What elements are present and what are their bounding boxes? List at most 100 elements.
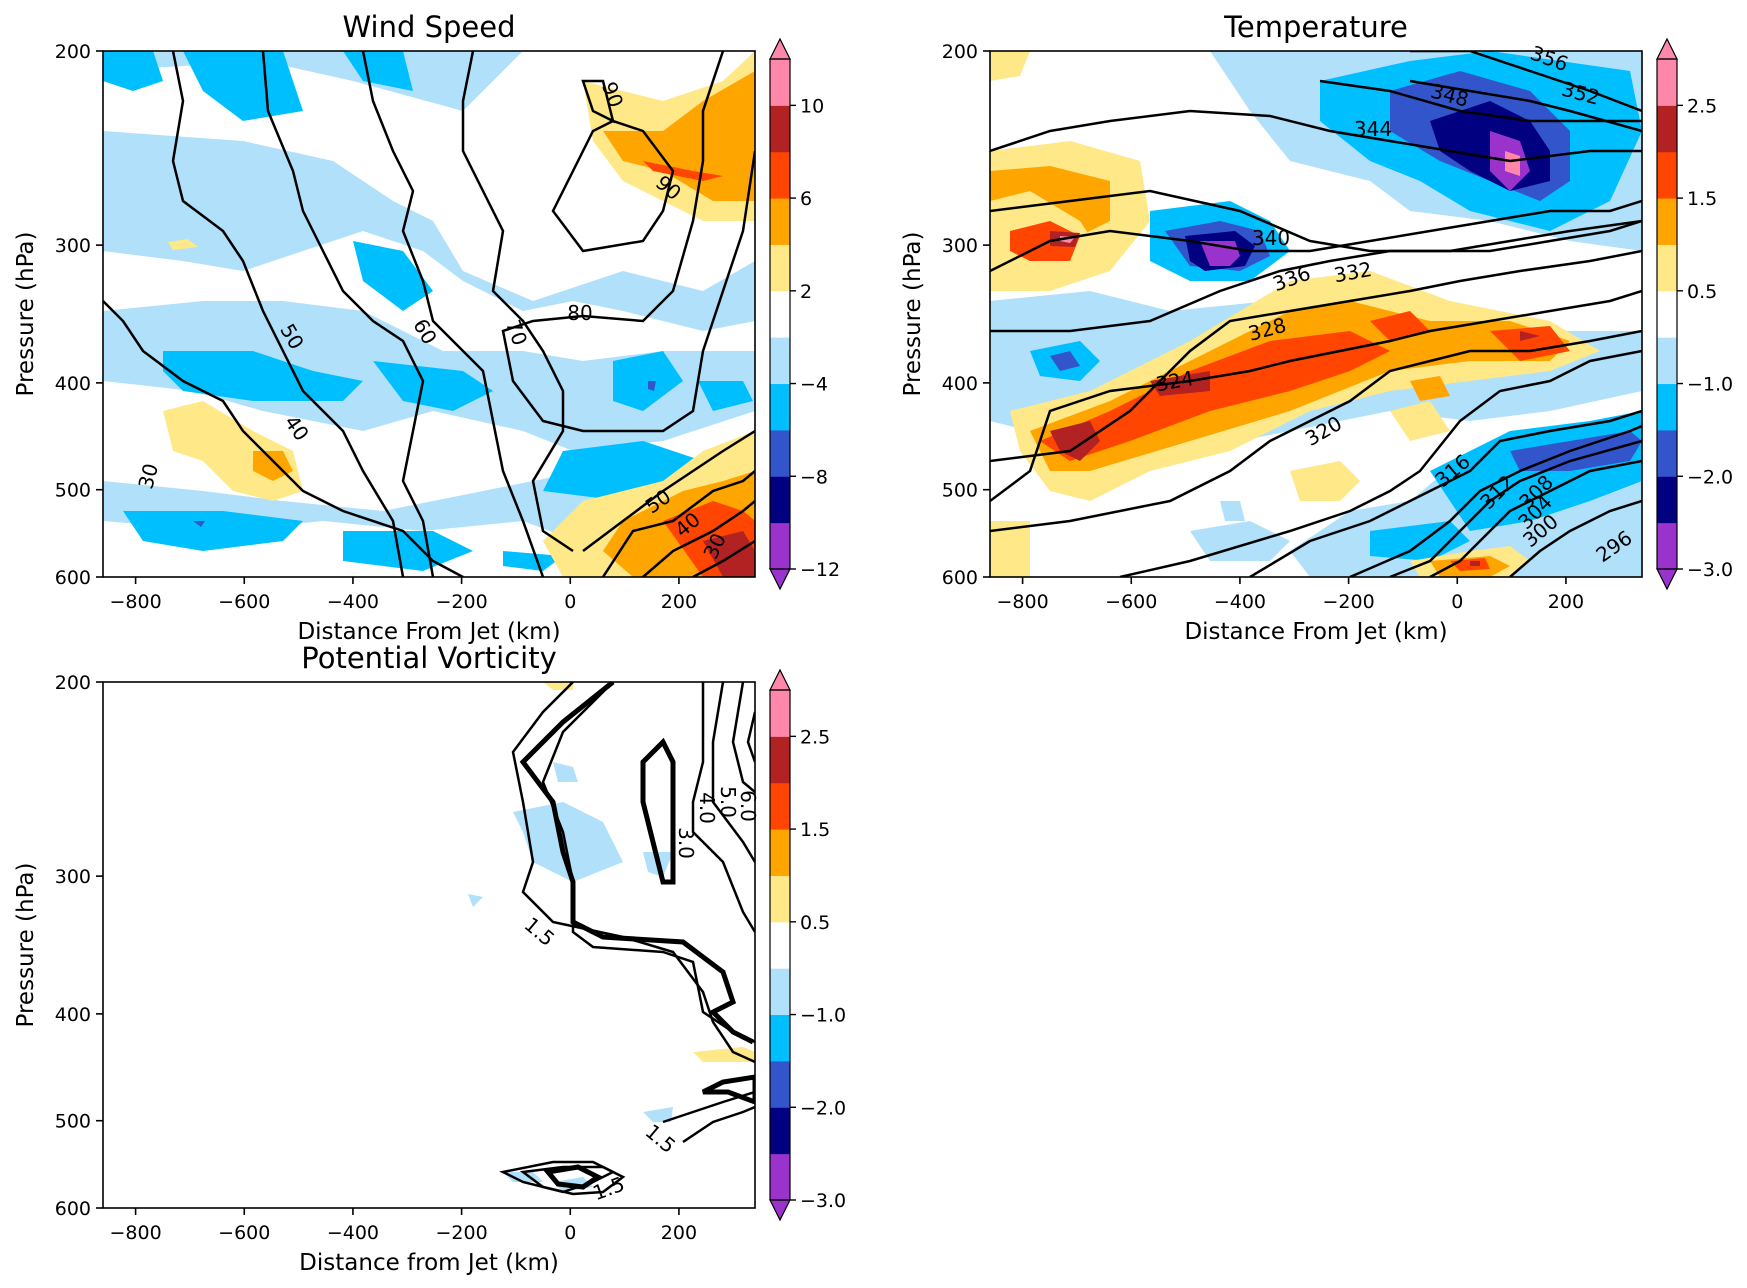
colorbar-frame [769, 58, 791, 570]
wind-speed-x-axis: −800 −600 −400 −200 0 200 [110, 577, 697, 613]
colorbar-tick-label: 0.5 [800, 912, 830, 934]
potential-vorticity-colorbar: −3.0 −2.0 −1.0 0.5 1.5 2.5 [769, 668, 846, 1222]
colorbar-swatch [1657, 476, 1677, 524]
temperature-panel: Temperature [900, 10, 1733, 645]
colorbar-swatch [770, 1153, 790, 1201]
colorbar-tick-label: 2 [800, 281, 812, 303]
colorbar-swatch [770, 476, 790, 524]
colorbar-swatch [770, 383, 790, 431]
y-tick-label: 300 [55, 235, 91, 257]
pv-contour-label-3-0: 3.0 [674, 827, 698, 859]
colorbar-swatch [1657, 383, 1677, 431]
colorbar-tick-label: −2.0 [800, 1097, 846, 1119]
x-tick-label: −200 [1323, 591, 1375, 613]
x-tick-label: −600 [218, 591, 270, 613]
temperature-xlabel: Distance From Jet (km) [1184, 619, 1447, 645]
y-tick-label: 500 [55, 1111, 91, 1133]
potential-vorticity-ylabel: Pressure (hPa) [13, 863, 39, 1028]
colorbar-tick-label: −1.0 [1687, 374, 1733, 396]
colorbar-swatch [770, 337, 790, 385]
colorbar-swatch [770, 522, 790, 570]
wind-speed-colorbar: −12 −8 −4 2 6 10 [769, 37, 840, 591]
colorbar-swatch [1657, 59, 1677, 106]
colorbar-over-triangle [769, 668, 791, 691]
y-tick-label: 400 [942, 373, 978, 395]
wind-speed-title: Wind Speed [342, 10, 515, 44]
y-tick-label: 300 [55, 866, 91, 888]
wind-speed-ylabel: Pressure (hPa) [13, 232, 39, 397]
wind-speed-panel: Wind Speed [13, 10, 840, 645]
pv-contour-label-5-0: 5.0 [716, 786, 740, 818]
colorbar-under-triangle [769, 568, 791, 591]
pv-contour-label-4-0: 4.0 [695, 792, 719, 824]
colorbar-swatch [770, 1014, 790, 1062]
temperature-ylabel: Pressure (hPa) [900, 232, 926, 397]
y-tick-label: 200 [55, 672, 91, 694]
colorbar-swatch [1657, 337, 1677, 385]
colorbar-frame [769, 689, 791, 1201]
y-tick-label: 200 [942, 41, 978, 63]
colorbar-tick-label: 2.5 [1687, 95, 1717, 117]
x-tick-label: −600 [1105, 591, 1157, 613]
colorbar-swatch [1657, 198, 1677, 245]
y-tick-label: 400 [55, 1004, 91, 1026]
y-tick-label: 200 [55, 41, 91, 63]
colorbar-tick-label: −4 [800, 374, 828, 396]
potential-vorticity-y-axis: 200 300 400 500 600 [55, 672, 103, 1220]
y-tick-label: 400 [55, 373, 91, 395]
colorbar-tick-label: 1.5 [800, 819, 830, 841]
y-tick-label: 500 [55, 480, 91, 502]
colorbar-tick-label: 0.5 [1687, 281, 1717, 303]
potential-vorticity-xlabel: Distance from Jet (km) [299, 1250, 559, 1276]
colorbar-swatch [770, 429, 790, 477]
colorbar-swatch [770, 968, 790, 1016]
x-tick-label: −400 [1214, 591, 1266, 613]
colorbar-swatch [770, 875, 790, 923]
colorbar-frame [1656, 58, 1678, 570]
potential-vorticity-plot-frame [102, 681, 756, 1209]
colorbar-swatch [770, 59, 790, 106]
x-tick-label: −600 [218, 1222, 270, 1244]
wind-speed-xlabel: Distance From Jet (km) [297, 619, 560, 645]
x-tick-label: −400 [327, 591, 379, 613]
potential-vorticity-panel: Potential Vorticity [13, 641, 846, 1276]
colorbar-swatch [770, 198, 790, 245]
colorbar-swatch [770, 782, 790, 830]
pv-contour-label-6-0: 6.0 [736, 790, 760, 822]
x-tick-label: 200 [661, 1222, 697, 1244]
colorbar-tick-label: −1.0 [800, 1005, 846, 1027]
wind-speed-contours [103, 51, 755, 577]
temperature-plot-frame [989, 50, 1643, 578]
y-tick-label: 600 [942, 567, 978, 589]
colorbar-swatch [770, 290, 790, 338]
colorbar-tick-label: −12 [800, 559, 840, 581]
colorbar-swatch [1657, 429, 1677, 477]
potential-vorticity-contour-labels: 1.5 1.5 1.5 3.0 4.0 5.0 6.0 [520, 786, 760, 1205]
y-tick-label: 500 [942, 480, 978, 502]
colorbar-swatch [770, 736, 790, 784]
colorbar-tick-label: −3.0 [1687, 559, 1733, 581]
temp-contour-label-344: 344 [1354, 117, 1392, 141]
colorbar-tick-label: 2.5 [800, 726, 830, 748]
colorbar-tick-label: −3.0 [800, 1190, 846, 1212]
colorbar-tick-label: −8 [800, 466, 828, 488]
temperature-colorbar: −3.0 −2.0 −1.0 0.5 1.5 2.5 [1656, 37, 1733, 591]
colorbar-under-triangle [1656, 568, 1678, 591]
colorbar-swatch [1657, 522, 1677, 570]
x-tick-label: −400 [327, 1222, 379, 1244]
colorbar-swatch [770, 151, 790, 199]
colorbar-over-triangle [1656, 37, 1678, 60]
colorbar-tick-label: 1.5 [1687, 188, 1717, 210]
x-tick-label: −800 [997, 591, 1049, 613]
temperature-contours [990, 51, 1642, 577]
x-tick-label: 200 [661, 591, 697, 613]
colorbar-swatch [770, 1107, 790, 1155]
y-tick-label: 600 [55, 1198, 91, 1220]
colorbar-swatch [1657, 105, 1677, 153]
wind-speed-y-axis: 200 300 400 500 600 [55, 41, 103, 589]
colorbar-tick-label: 10 [800, 95, 824, 117]
x-tick-label: −200 [436, 1222, 488, 1244]
potential-vorticity-title: Potential Vorticity [301, 641, 556, 675]
potential-vorticity-thick-contours [519, 682, 755, 1190]
